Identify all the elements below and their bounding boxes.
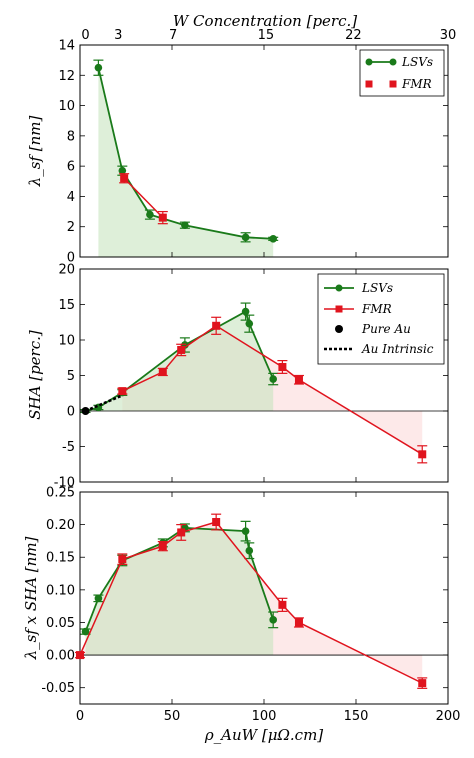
y-tick-label: 4 bbox=[67, 190, 75, 205]
y-tick-label: 0 bbox=[67, 251, 75, 266]
y-tick-label: 5 bbox=[67, 369, 75, 384]
fmr-point bbox=[158, 367, 167, 376]
y-tick-label: 10 bbox=[58, 99, 75, 114]
legend-lsv-marker bbox=[335, 284, 343, 292]
lsv-point bbox=[245, 319, 254, 328]
legend-fmr-label: FMR bbox=[401, 77, 432, 91]
lsv-point bbox=[241, 307, 250, 316]
legend-lsv-label: LSVs bbox=[401, 55, 433, 69]
lsv-point bbox=[94, 63, 103, 72]
panel-1-ylabel: λ_sf [nm] bbox=[26, 116, 44, 188]
fmr-point bbox=[177, 345, 186, 354]
y-tick-label: 20 bbox=[58, 263, 75, 278]
fmr-point bbox=[212, 321, 221, 330]
fmr-point bbox=[177, 528, 186, 537]
fmr-point bbox=[212, 518, 221, 527]
data-layer: 0 2 4 6 8 10 12 14 -10 -5 0 5 10 15 20 -0.05 0.00 0.05 0.1… bbox=[41, 28, 460, 724]
fmr-point bbox=[76, 651, 84, 660]
fmr-series-line bbox=[123, 177, 164, 219]
legend-fmr-marker bbox=[335, 305, 343, 313]
top-tick-label: 15 bbox=[258, 28, 275, 43]
lsv-point bbox=[269, 235, 278, 243]
y-tick-label: 0.05 bbox=[46, 616, 75, 631]
y-tick-label: 2 bbox=[67, 220, 75, 235]
top-tick-label: 30 bbox=[440, 28, 457, 43]
lsv-series-line bbox=[97, 67, 274, 240]
fmr-point bbox=[294, 618, 303, 627]
y-tick-label: 0.25 bbox=[46, 486, 75, 501]
legend-fmr-marker bbox=[365, 80, 373, 88]
legend-lsv-label: LSVs bbox=[361, 281, 393, 295]
lsv-area-fill bbox=[98, 67, 274, 257]
au-intrinsic-line bbox=[85, 394, 123, 413]
panel-3-ylabel: λ_sf x SHA [nm] bbox=[22, 536, 40, 660]
legend-pure-au-label: Pure Au bbox=[361, 322, 411, 336]
legend-panel-1: LSVs FMR bbox=[359, 49, 445, 97]
legend-box bbox=[359, 49, 445, 97]
fmr-point bbox=[278, 600, 287, 609]
y-tick-label: 0.15 bbox=[46, 551, 75, 566]
lsv-point bbox=[241, 527, 250, 535]
lsv-point bbox=[118, 166, 127, 175]
lsv-point bbox=[81, 627, 90, 636]
lsv-area-fill bbox=[85, 311, 274, 411]
fmr-point bbox=[294, 375, 303, 384]
y-tick-label: -0.05 bbox=[41, 681, 75, 696]
x-tick-label: 50 bbox=[164, 709, 181, 724]
top-tick-label: 0 bbox=[81, 28, 89, 43]
y-tick-label: 6 bbox=[67, 160, 75, 175]
legend-lsv-marker bbox=[365, 58, 373, 66]
lsv-point bbox=[94, 594, 103, 603]
top-tick-label: 7 bbox=[169, 28, 177, 43]
fmr-point bbox=[118, 555, 127, 564]
top-tick-label: 3 bbox=[114, 28, 122, 43]
lsv-point bbox=[181, 221, 189, 229]
lsv-point bbox=[269, 375, 278, 383]
x-tick-label: 150 bbox=[344, 709, 369, 724]
fmr-point bbox=[158, 542, 167, 551]
lsv-area-fill bbox=[85, 527, 274, 656]
x-tick-label: 200 bbox=[436, 709, 461, 724]
fmr-point bbox=[118, 387, 127, 396]
top-tick-label: 22 bbox=[345, 28, 362, 43]
lsv-point bbox=[146, 210, 154, 219]
y-tick-label: -10 bbox=[54, 476, 75, 491]
lsv-point bbox=[241, 233, 250, 242]
y-tick-label: -5 bbox=[62, 440, 75, 455]
background-layer bbox=[80, 67, 423, 684]
y-tick-label: 12 bbox=[58, 69, 75, 84]
y-tick-label: 0.20 bbox=[46, 518, 75, 533]
legend-panel-2: LSVs FMR Pure Au Au Intrinsic bbox=[317, 273, 445, 365]
y-tick-label: 14 bbox=[58, 39, 75, 54]
y-tick-label: 0.00 bbox=[46, 649, 75, 664]
x-tick-label: 100 bbox=[252, 709, 277, 724]
legend-fmr-label: FMR bbox=[361, 302, 392, 316]
legend-fmr-marker bbox=[389, 80, 397, 88]
fmr-point bbox=[158, 213, 167, 222]
legend-pure-au-marker bbox=[335, 325, 343, 333]
fmr-point bbox=[278, 362, 287, 371]
top-axis-title: W Concentration [perc.] bbox=[173, 12, 357, 30]
panel-2-ylabel: SHA [perc.] bbox=[26, 330, 44, 420]
x-tick-label: 0 bbox=[76, 709, 84, 724]
y-tick-label: 10 bbox=[58, 334, 75, 349]
x-axis-title: ρ_AuW [μΩ.cm] bbox=[204, 726, 323, 744]
fmr-point bbox=[120, 174, 129, 183]
y-tick-label: 0.10 bbox=[46, 583, 75, 598]
lsv-point bbox=[245, 546, 254, 555]
y-tick-label: 8 bbox=[67, 129, 75, 144]
fmr-point bbox=[418, 679, 427, 688]
fmr-point bbox=[418, 450, 427, 459]
lsv-point bbox=[269, 616, 278, 624]
legend-lsv-marker bbox=[389, 58, 397, 66]
y-tick-label: 0 bbox=[67, 405, 75, 420]
y-tick-label: 15 bbox=[58, 298, 75, 313]
legend-au-intrinsic-label: Au Intrinsic bbox=[361, 342, 434, 356]
